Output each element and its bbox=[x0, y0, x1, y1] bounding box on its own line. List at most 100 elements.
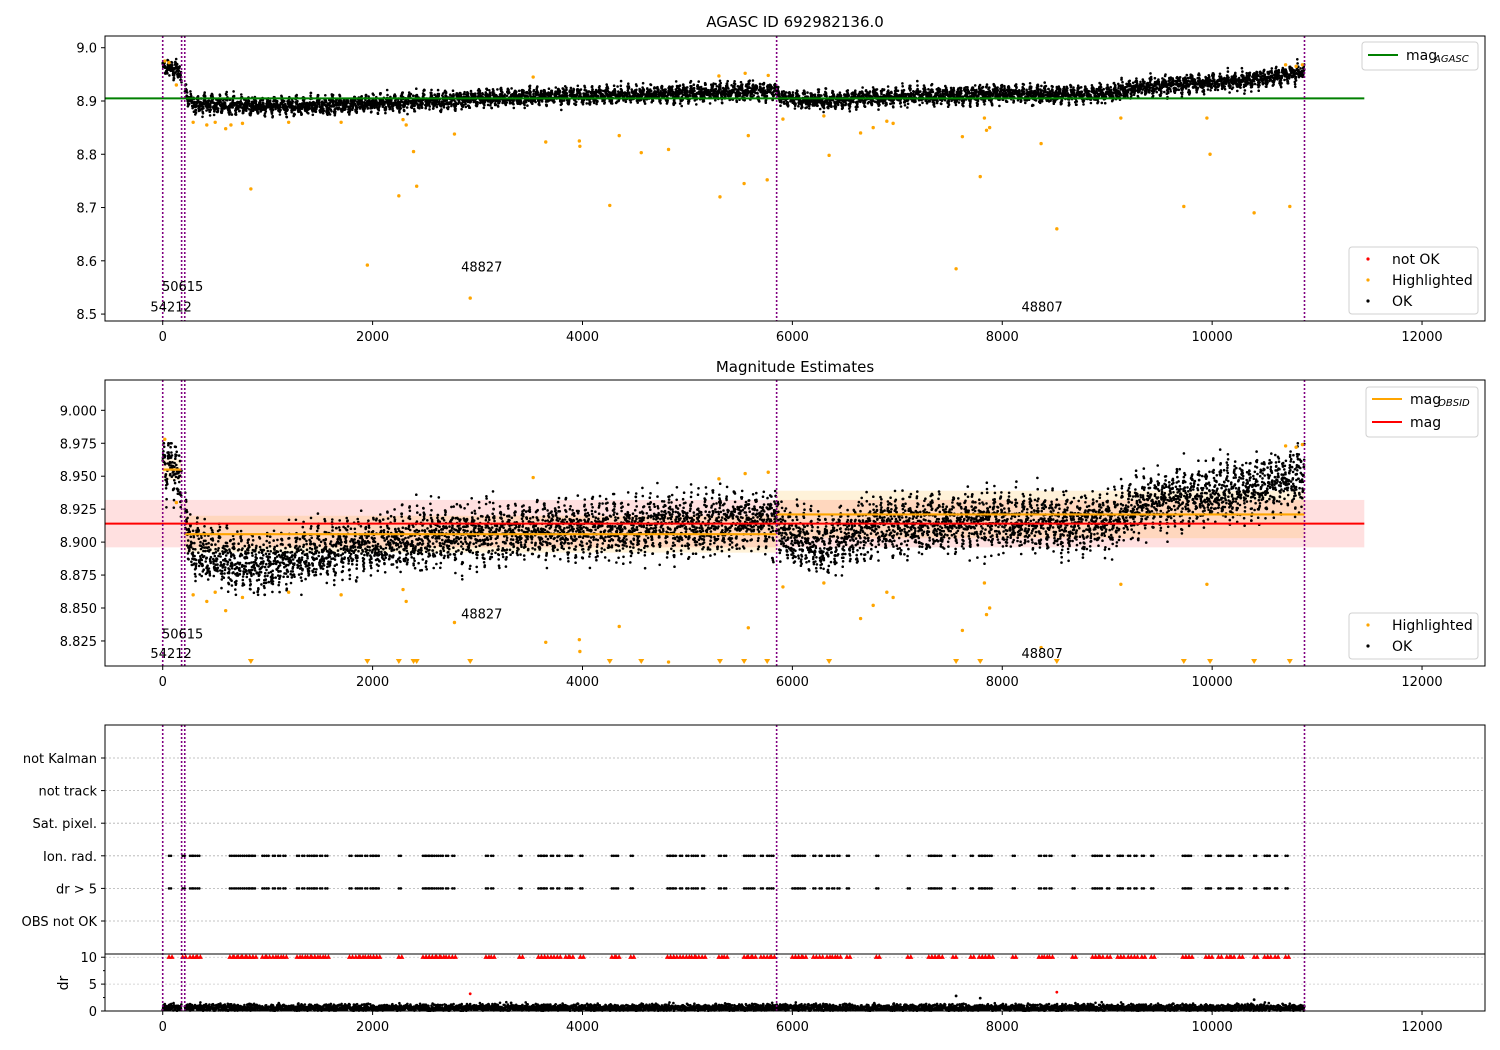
ok-point bbox=[271, 108, 275, 112]
ok-point bbox=[643, 102, 647, 105]
ok-point bbox=[624, 100, 628, 103]
ok-point bbox=[560, 102, 563, 106]
ok-point bbox=[532, 92, 535, 96]
ok-point bbox=[322, 109, 326, 113]
ok-point bbox=[385, 88, 389, 92]
ok-point bbox=[899, 101, 902, 104]
ok-point bbox=[170, 61, 174, 64]
ok-point bbox=[805, 106, 809, 109]
ok-point bbox=[531, 102, 534, 105]
ok-point bbox=[861, 86, 864, 89]
ok-point bbox=[515, 90, 518, 94]
ok-point bbox=[438, 100, 441, 103]
ok-point bbox=[779, 104, 782, 107]
ok-point bbox=[719, 81, 722, 85]
ok-point bbox=[969, 100, 972, 103]
ok-point bbox=[715, 85, 719, 88]
ok-point bbox=[406, 102, 410, 106]
ok-point bbox=[583, 86, 587, 89]
ok-point bbox=[688, 94, 692, 98]
ok-point bbox=[436, 88, 440, 92]
ok-point bbox=[692, 83, 696, 86]
ok-point bbox=[314, 110, 318, 113]
ok-point bbox=[692, 86, 696, 90]
ok-point bbox=[406, 112, 409, 116]
ok-point bbox=[330, 110, 333, 113]
ok-point bbox=[216, 109, 220, 113]
ok-point bbox=[1003, 86, 1006, 90]
ok-point bbox=[758, 100, 761, 103]
ok-point bbox=[464, 102, 467, 106]
ok-point bbox=[483, 103, 486, 107]
ok-point bbox=[921, 101, 924, 105]
ok-point bbox=[581, 102, 585, 106]
panel1-title: AGASC ID 692982136.0 bbox=[706, 13, 884, 31]
ok-point bbox=[885, 103, 888, 106]
ok-point bbox=[636, 101, 639, 104]
ok-point bbox=[831, 90, 835, 94]
ok-point bbox=[324, 94, 327, 97]
ok-point bbox=[755, 86, 759, 90]
panel-agasc: AGASC ID 692982136.0 5421250615488274880… bbox=[76, 13, 1486, 345]
ok-point bbox=[418, 106, 421, 110]
ok-point bbox=[947, 103, 951, 106]
ok-point bbox=[784, 91, 788, 94]
ok-point bbox=[801, 106, 804, 109]
ok-point bbox=[539, 89, 543, 93]
ok-point bbox=[209, 105, 212, 109]
ok-point bbox=[606, 87, 610, 90]
ok-point bbox=[415, 87, 418, 90]
ok-point bbox=[966, 86, 969, 89]
ok-point bbox=[505, 94, 509, 98]
ok-point bbox=[317, 102, 321, 106]
ok-point bbox=[629, 101, 633, 104]
ok-point bbox=[463, 90, 466, 94]
ok-point bbox=[534, 100, 537, 104]
ok-point bbox=[384, 111, 387, 115]
ok-point bbox=[666, 99, 669, 102]
ok-point bbox=[842, 104, 845, 107]
ok-point bbox=[481, 93, 485, 96]
ok-point bbox=[817, 88, 821, 91]
ok-point bbox=[413, 110, 417, 113]
ok-point bbox=[451, 89, 455, 92]
ok-point bbox=[485, 88, 489, 91]
ok-point bbox=[619, 79, 623, 83]
ok-point bbox=[234, 113, 238, 116]
ok-point bbox=[442, 106, 446, 109]
ok-point bbox=[496, 88, 499, 91]
ok-point bbox=[245, 109, 248, 112]
ok-point bbox=[834, 105, 838, 109]
ok-point bbox=[856, 105, 859, 109]
ok-point bbox=[474, 92, 477, 95]
ok-point bbox=[969, 105, 972, 108]
ok-point bbox=[437, 92, 441, 96]
ok-point bbox=[649, 83, 653, 87]
ok-point bbox=[927, 88, 930, 91]
ok-point bbox=[201, 111, 205, 115]
ok-point bbox=[690, 85, 693, 88]
ok-point bbox=[822, 110, 825, 114]
ok-point bbox=[283, 99, 286, 103]
ok-point bbox=[444, 91, 448, 95]
ok-point bbox=[764, 101, 768, 104]
ok-point bbox=[523, 103, 526, 107]
ok-point bbox=[399, 103, 402, 106]
ok-point bbox=[689, 79, 693, 83]
ok-point bbox=[659, 102, 662, 105]
ok-point bbox=[232, 94, 236, 98]
ok-point bbox=[657, 88, 660, 91]
ok-point bbox=[553, 100, 556, 103]
ok-point bbox=[486, 103, 490, 107]
ok-point bbox=[758, 82, 762, 86]
ok-point bbox=[832, 94, 836, 98]
ok-point bbox=[440, 108, 443, 111]
ok-point bbox=[659, 99, 662, 102]
ok-point bbox=[421, 101, 424, 105]
ok-point bbox=[886, 85, 890, 88]
ok-point bbox=[960, 92, 963, 95]
ok-point bbox=[257, 111, 260, 114]
ok-point bbox=[225, 90, 228, 94]
ok-point bbox=[231, 106, 234, 109]
